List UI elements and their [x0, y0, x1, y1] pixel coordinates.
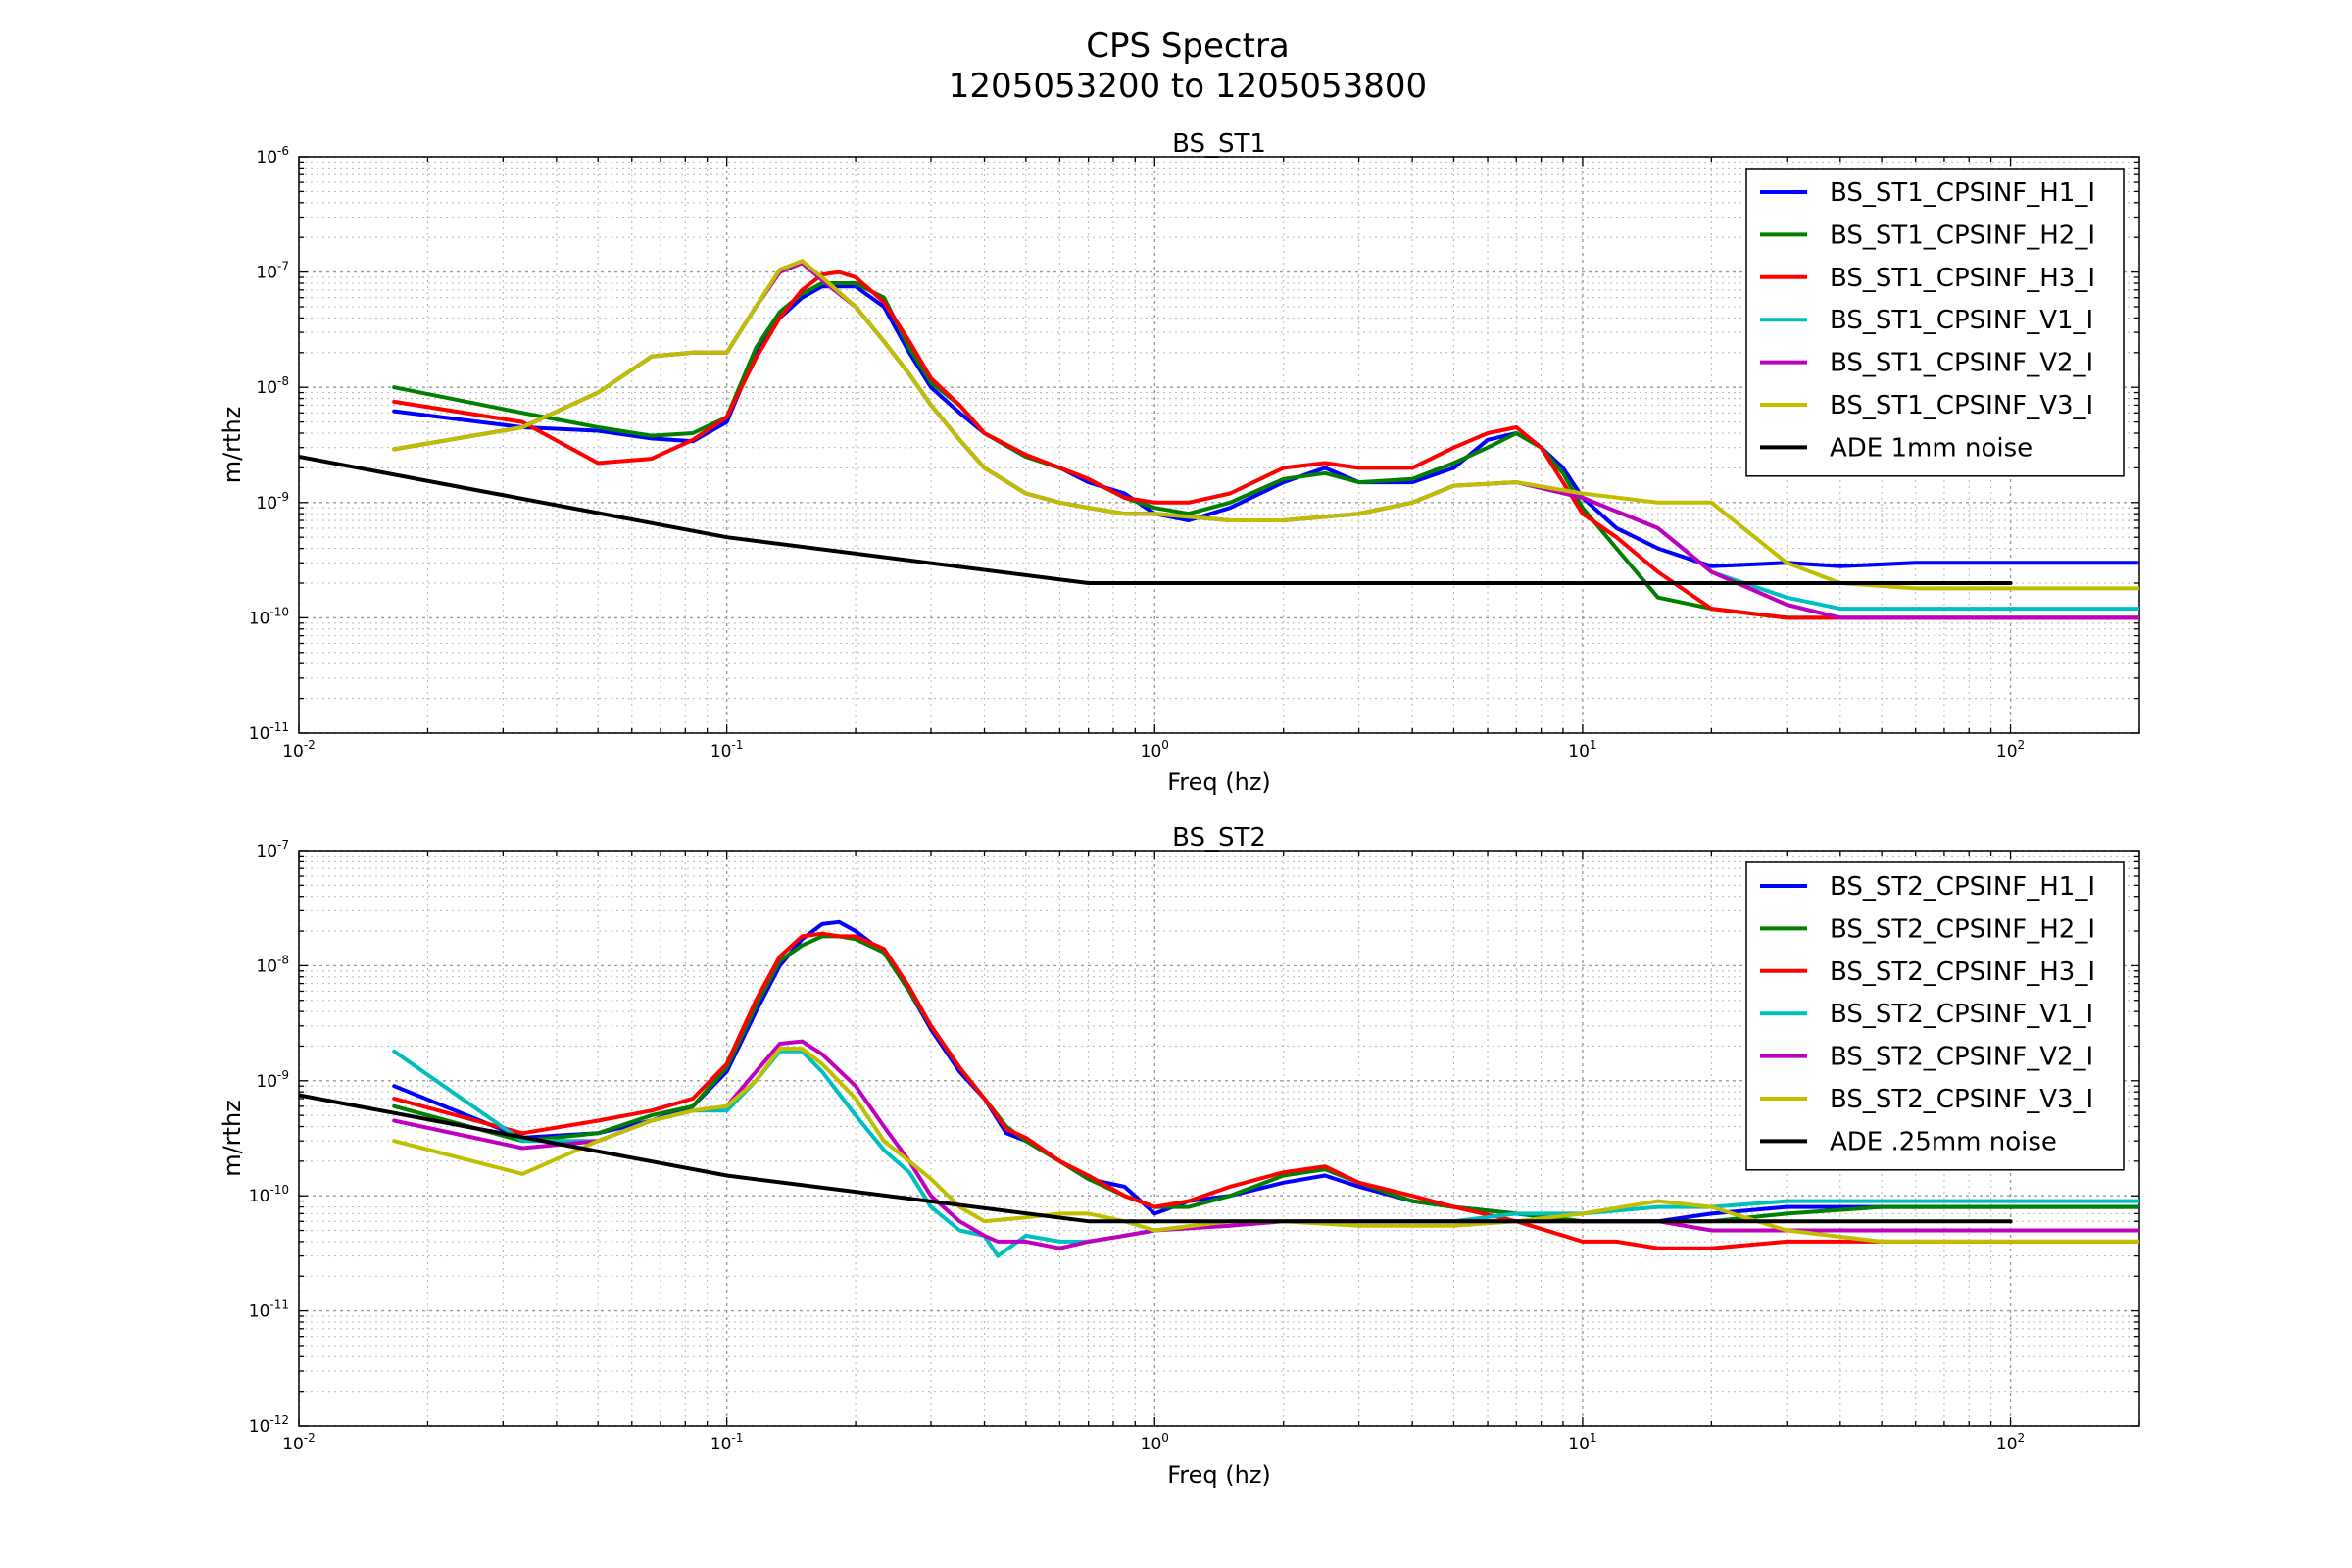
y-tick-label: 10-12 — [249, 1413, 289, 1437]
legend-label: BS_ST2_CPSINF_V1_I — [1830, 1000, 2093, 1029]
series-line-bs-st1-cpsinf-h3-i — [392, 270, 2139, 620]
legend: BS_ST2_CPSINF_H1_I BS_ST2_CPSINF_H2_I BS_S… — [1745, 861, 2125, 1171]
y-axis-label: m/rthz — [219, 407, 246, 484]
series-lines — [299, 919, 2139, 1258]
y-tick-label: 10-7 — [256, 260, 289, 283]
legend-label: BS_ST2_CPSINF_H3_I — [1830, 957, 2095, 987]
figure-title-line1: CPS Spectra — [1086, 26, 1290, 66]
y-axis-label: m/rthz — [219, 1100, 246, 1177]
legend: BS_ST1_CPSINF_H1_I BS_ST1_CPSINF_H2_I BS_S… — [1745, 168, 2125, 477]
legend-label: BS_ST1_CPSINF_V1_I — [1830, 306, 2093, 335]
y-tick-label: 10-8 — [256, 374, 289, 398]
x-tick-label: 10-2 — [282, 738, 316, 761]
series-line-ade-1mm-noise — [299, 455, 2013, 585]
legend-label: BS_ST2_CPSINF_V3_I — [1830, 1085, 2093, 1114]
x-tick-label: 10-2 — [282, 1431, 316, 1454]
y-tick-label: 10-10 — [249, 1183, 289, 1206]
axis-ticks — [298, 156, 2140, 734]
legend-box — [1745, 168, 2125, 477]
series-line-bs-st1-cpsinf-h2-i — [392, 281, 2139, 620]
series-line-bs-st2-cpsinf-h3-i — [392, 931, 2139, 1250]
legend-label: ADE .25mm noise — [1830, 1127, 2057, 1156]
y-tick-label: 10-8 — [256, 953, 289, 976]
legend-label: ADE 1mm noise — [1830, 433, 2033, 463]
y-tick-label: 10-11 — [249, 1298, 289, 1322]
subplot-title: BS_ST1 — [1172, 129, 1266, 159]
series-lines — [299, 259, 2139, 620]
legend-label: BS_ST2_CPSINF_H1_I — [1830, 872, 2095, 902]
y-tick-label: 10-6 — [256, 144, 289, 168]
legend-label: BS_ST1_CPSINF_H2_I — [1830, 220, 2095, 250]
legend-label: BS_ST1_CPSINF_V3_I — [1830, 391, 2093, 420]
legend-label: BS_ST1_CPSINF_H1_I — [1830, 178, 2095, 208]
x-axis-label: Freq (hz) — [1167, 1461, 1271, 1489]
legend-label: BS_ST1_CPSINF_H3_I — [1830, 264, 2095, 293]
legend-box — [1745, 861, 2125, 1171]
x-tick-label: 101 — [1568, 1431, 1596, 1454]
panel-bs-st2: 10-2 10-1 100 101 102 10-12 10-11 10-10 10-9 10-8… — [219, 823, 2140, 1489]
plot-frame — [298, 850, 2140, 1427]
plot-frame — [298, 156, 2140, 734]
figure-title-line2: 1205053200 to 1205053800 — [949, 67, 1427, 106]
y-tick-label: 10-10 — [249, 605, 289, 628]
y-tick-label: 10-9 — [256, 1068, 289, 1092]
legend-label: BS_ST2_CPSINF_H2_I — [1830, 914, 2095, 944]
series-line-ade-25mm-noise — [299, 1093, 2013, 1224]
y-tick-label: 10-7 — [256, 838, 289, 861]
panel-bs-st1: 10-2 10-1 100 101 102 10-11 10-10 10-9 10-8 10-7 1… — [219, 129, 2140, 796]
x-tick-label: 102 — [1996, 1431, 2025, 1454]
tick-labels: 10-2 10-1 100 101 102 10-11 10-10 10-9 10-8 10-7 1… — [249, 144, 2025, 761]
legend-label: BS_ST2_CPSINF_V2_I — [1830, 1043, 2093, 1072]
x-tick-label: 100 — [1141, 738, 1169, 761]
x-tick-label: 10-1 — [710, 1431, 744, 1454]
tick-labels: 10-2 10-1 100 101 102 10-12 10-11 10-10 10-9 10-8… — [249, 838, 2025, 1454]
y-tick-label: 10-9 — [256, 490, 289, 514]
legend-label: BS_ST1_CPSINF_V2_I — [1830, 349, 2093, 378]
x-tick-label: 102 — [1996, 738, 2025, 761]
x-tick-label: 10-1 — [710, 738, 744, 761]
x-tick-label: 101 — [1568, 738, 1596, 761]
x-tick-label: 100 — [1141, 1431, 1169, 1454]
series-line-bs-st2-cpsinf-v3-i — [392, 1047, 2139, 1244]
series-line-bs-st1-cpsinf-v3-i — [392, 259, 2139, 591]
subplot-title: BS_ST2 — [1172, 823, 1266, 853]
x-axis-label: Freq (hz) — [1167, 768, 1271, 796]
y-tick-label: 10-11 — [249, 720, 289, 744]
